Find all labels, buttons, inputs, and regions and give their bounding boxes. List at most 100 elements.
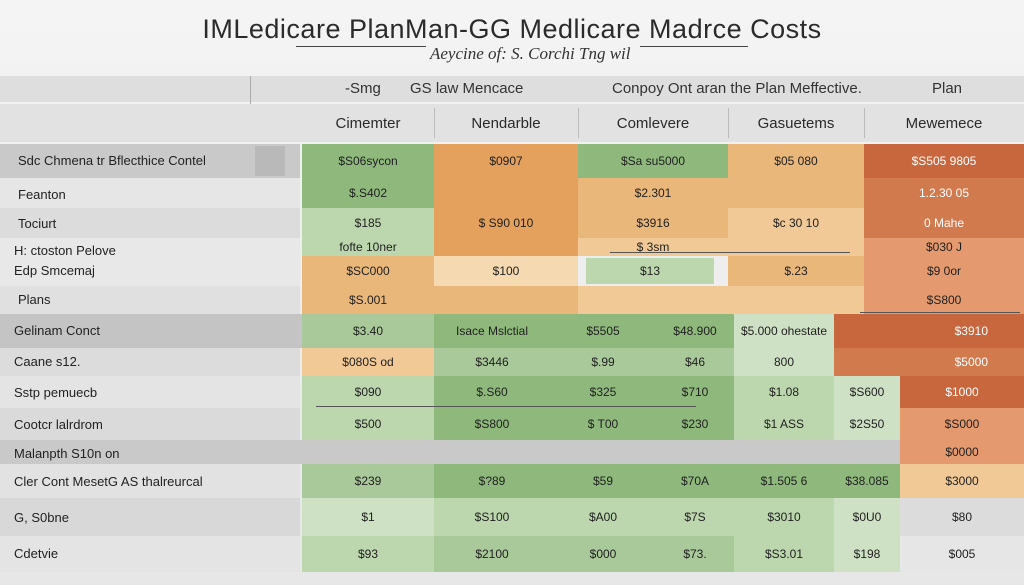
table-cell: $0907 [434,144,578,178]
table-cell: 1.2.30 05 [864,178,1024,208]
table-cell: $325 [550,376,656,408]
page-subtitle: Aeycine of: S. Corchi Tng wil [430,44,631,63]
row-label: Cdetvie [14,546,59,561]
row-bg [0,178,300,208]
table-cell: $1.08 [734,376,834,408]
row-label: Caane s12. [14,354,81,369]
table-cell: $S.001 [302,286,434,314]
table-cell: $.S60 [434,376,550,408]
column-header-3: Comlevere [578,108,729,138]
column-header-band [0,104,1024,142]
table-cell: $3000 [900,464,1024,498]
table-cell: $3.40 [302,314,434,348]
table-cell: $ T00 [550,408,656,440]
table-cell: $5000 [834,348,1024,376]
table-cell: $185 [302,208,434,238]
table-cell: $73. [656,536,734,572]
table-cell: $710 [656,376,734,408]
table-cell: $S505 9805 [864,144,1024,178]
table-cell: $0000 [900,440,1024,464]
top-header-mid2: Conpoy Ont aran the Plan Meffective. [612,80,862,97]
table-cell: $80 [900,498,1024,536]
table-cell: $70A [656,464,734,498]
table-cell: $Sa su5000 [578,144,728,178]
table-cell: $1 [302,498,434,536]
table-cell: $3910 [834,314,1024,348]
column-header-1: Cimemter [302,108,435,138]
table-cell: $090 [302,376,434,408]
table-cell: $030 J [864,238,1024,256]
row-label: Tociurt [18,216,57,231]
table-cell [728,178,864,208]
top-header-left: -Smg [345,80,381,97]
table-cell: $13 [586,258,714,284]
table-cell: $000 [550,536,656,572]
row-label: H: ctoston Pelove [14,243,116,258]
table-cell: $1 ASS [734,408,834,440]
table-cell: $93 [302,536,434,572]
table-cell: Isace Mslctial [434,314,550,348]
table-cell [578,286,728,314]
underline [610,252,850,253]
subtitle-underline-right [640,46,748,47]
table-cell: 0 Mahe [864,208,1024,238]
table-cell: $5505 [550,314,656,348]
table-cell: $A00 [550,498,656,536]
row-label: Malanpth S10n on [14,446,120,461]
table-cell: $3010 [734,498,834,536]
table-cell: $59 [550,464,656,498]
table-cell: $100 [434,256,578,286]
table-cell: $46 [656,348,734,376]
row-label: Sstp pemuecb [14,385,98,400]
row-label: Feanton [18,187,66,202]
table-cell: $S000 [900,408,1024,440]
underline [860,312,1020,313]
table-cell [728,238,864,256]
row-bg [0,286,300,314]
table-cell [434,238,578,256]
page-title: IMLedicare PlanMan-GG Medlicare Madrce C… [202,14,822,44]
row-bg [0,536,300,572]
column-header-5: Mewemece [905,114,983,132]
table-cell: $198 [834,536,900,572]
table-cell: $.23 [728,256,864,286]
table-cell: $080S od [302,348,434,376]
table-cell: $.S402 [302,178,434,208]
column-header-2: Nendarble [434,108,579,138]
table-cell: $S06sycon [302,144,434,178]
table-cell: $S600 [834,376,900,408]
table-cell [434,286,578,314]
table-cell: $38.085 [834,464,900,498]
top-header-band [0,76,1024,102]
row-label: Plans [18,292,51,307]
table-cell: $ 3sm [578,238,728,256]
table-cell: $0U0 [834,498,900,536]
table-cell: $3446 [434,348,550,376]
row-label: Cootcr lalrdrom [14,417,103,432]
table-cell: $230 [656,408,734,440]
row-label: G, S0bne [14,510,69,525]
row-bg [0,208,300,238]
table-cell: $S3.01 [734,536,834,572]
row-bg [0,464,300,498]
table-cell: $05 080 [728,144,864,178]
table-cell: $2100 [434,536,550,572]
row-bg [0,348,300,376]
row-label: Edp Smcemaj [14,263,95,278]
table-cell: $S800 [864,286,1024,314]
subtitle-underline-left [296,46,426,47]
table-cell: $1000 [900,376,1024,408]
table-cell: $SC000 [302,256,434,286]
row-bg [0,238,300,286]
table-cell: $?89 [434,464,550,498]
underline [316,406,696,407]
table-cell: $ S90 010 [434,208,578,238]
row-label: Sdc Chmena tr Bflecthice Contel [18,153,206,168]
top-header-mid1: GS law Mencace [410,80,524,97]
row-bg [0,408,300,440]
table-cell: $7S [656,498,734,536]
table-cell: $239 [302,464,434,498]
table-cell [728,286,864,314]
row-label: Gelinam Conct [14,323,100,338]
table-cell: $S800 [434,408,550,440]
